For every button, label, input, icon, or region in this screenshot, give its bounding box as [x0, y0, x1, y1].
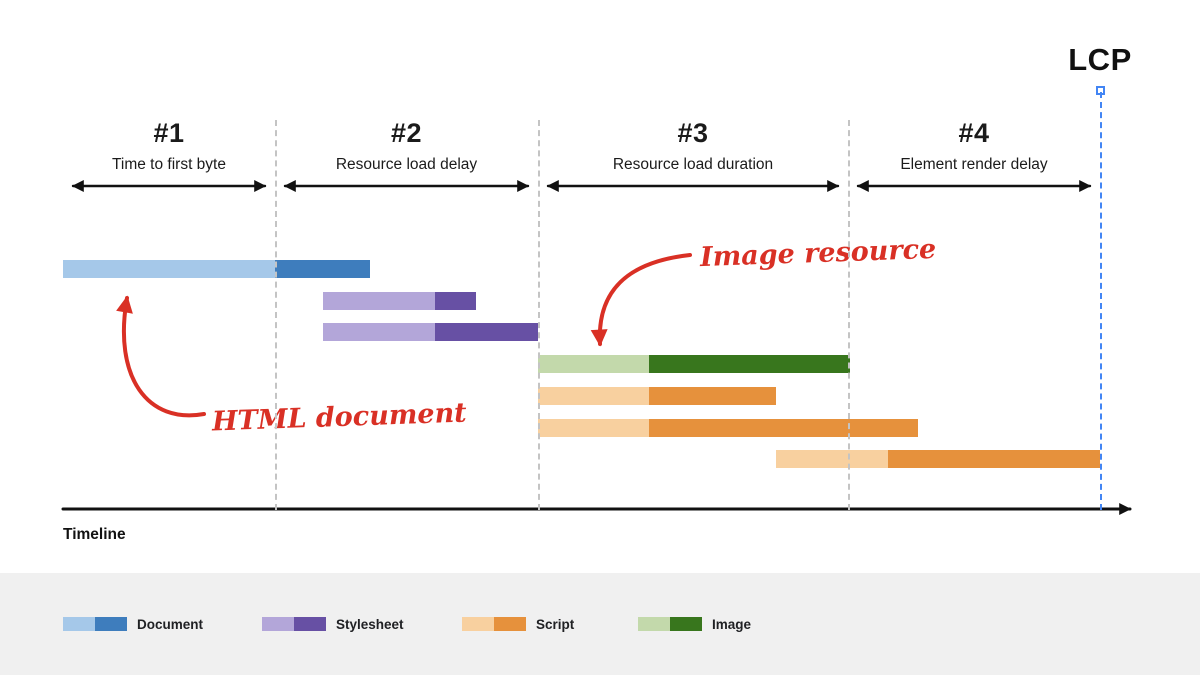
- phase-number: #4: [958, 118, 990, 148]
- phase-header-1: #1 Time to first byte: [59, 118, 279, 174]
- phase-number: #1: [153, 118, 185, 148]
- bar-script: [888, 450, 1100, 468]
- bar-image: [538, 355, 649, 373]
- annotation-image-resource: Image resource: [699, 233, 937, 274]
- legend-label: Stylesheet: [336, 616, 404, 632]
- bar-document: [275, 260, 370, 278]
- bar-script: [776, 450, 888, 468]
- phase-label: Element render delay: [900, 156, 1048, 173]
- phase-header-3: #3 Resource load duration: [583, 118, 803, 174]
- legend-item: Stylesheet: [262, 614, 404, 634]
- bar-image: [649, 355, 850, 373]
- annotation-html-document: HTML document: [211, 397, 468, 438]
- phase-label: Resource load duration: [612, 156, 774, 173]
- phase-header-4: #4 Element render delay: [864, 118, 1084, 174]
- legend-item: Image: [638, 614, 751, 634]
- bar-script: [538, 387, 649, 405]
- phase-separator: [848, 120, 850, 510]
- phase-number: #2: [390, 118, 423, 148]
- legend-label: Image: [712, 616, 752, 632]
- legend-band: Document Stylesheet Script Image: [0, 573, 1200, 675]
- legend-swatch-dark: [95, 617, 127, 631]
- legend-swatch-dark: [670, 617, 702, 631]
- legend-label: Script: [536, 616, 575, 632]
- bar-script: [649, 419, 918, 437]
- timeline-label: Timeline: [63, 526, 126, 543]
- bar-stylesheet: [435, 292, 476, 310]
- legend-swatch-light: [638, 617, 670, 631]
- legend-label: Document: [137, 616, 204, 632]
- legend-swatch-light: [262, 617, 294, 631]
- lcp-line: [1100, 92, 1102, 510]
- legend-swatch-dark: [494, 617, 526, 631]
- legend-swatch-dark: [294, 617, 326, 631]
- phase-number: #3: [677, 118, 709, 148]
- lcp-label: LCP: [1068, 42, 1132, 77]
- phase-header-2: #2 Resource load delay: [297, 118, 517, 174]
- phase-label: Resource load delay: [335, 156, 478, 173]
- phase-separator: [538, 120, 540, 510]
- bar-document: [63, 260, 275, 278]
- bar-script: [649, 387, 776, 405]
- bar-script: [538, 419, 649, 437]
- bar-stylesheet: [323, 323, 435, 341]
- legend-swatch-light: [462, 617, 494, 631]
- legend-swatch-light: [63, 617, 95, 631]
- bar-stylesheet: [435, 323, 538, 341]
- legend-item: Document: [63, 614, 203, 634]
- phase-label: Time to first byte: [112, 156, 226, 173]
- legend-item: Script: [462, 614, 574, 634]
- phase-separator: [275, 120, 277, 510]
- bar-stylesheet: [323, 292, 435, 310]
